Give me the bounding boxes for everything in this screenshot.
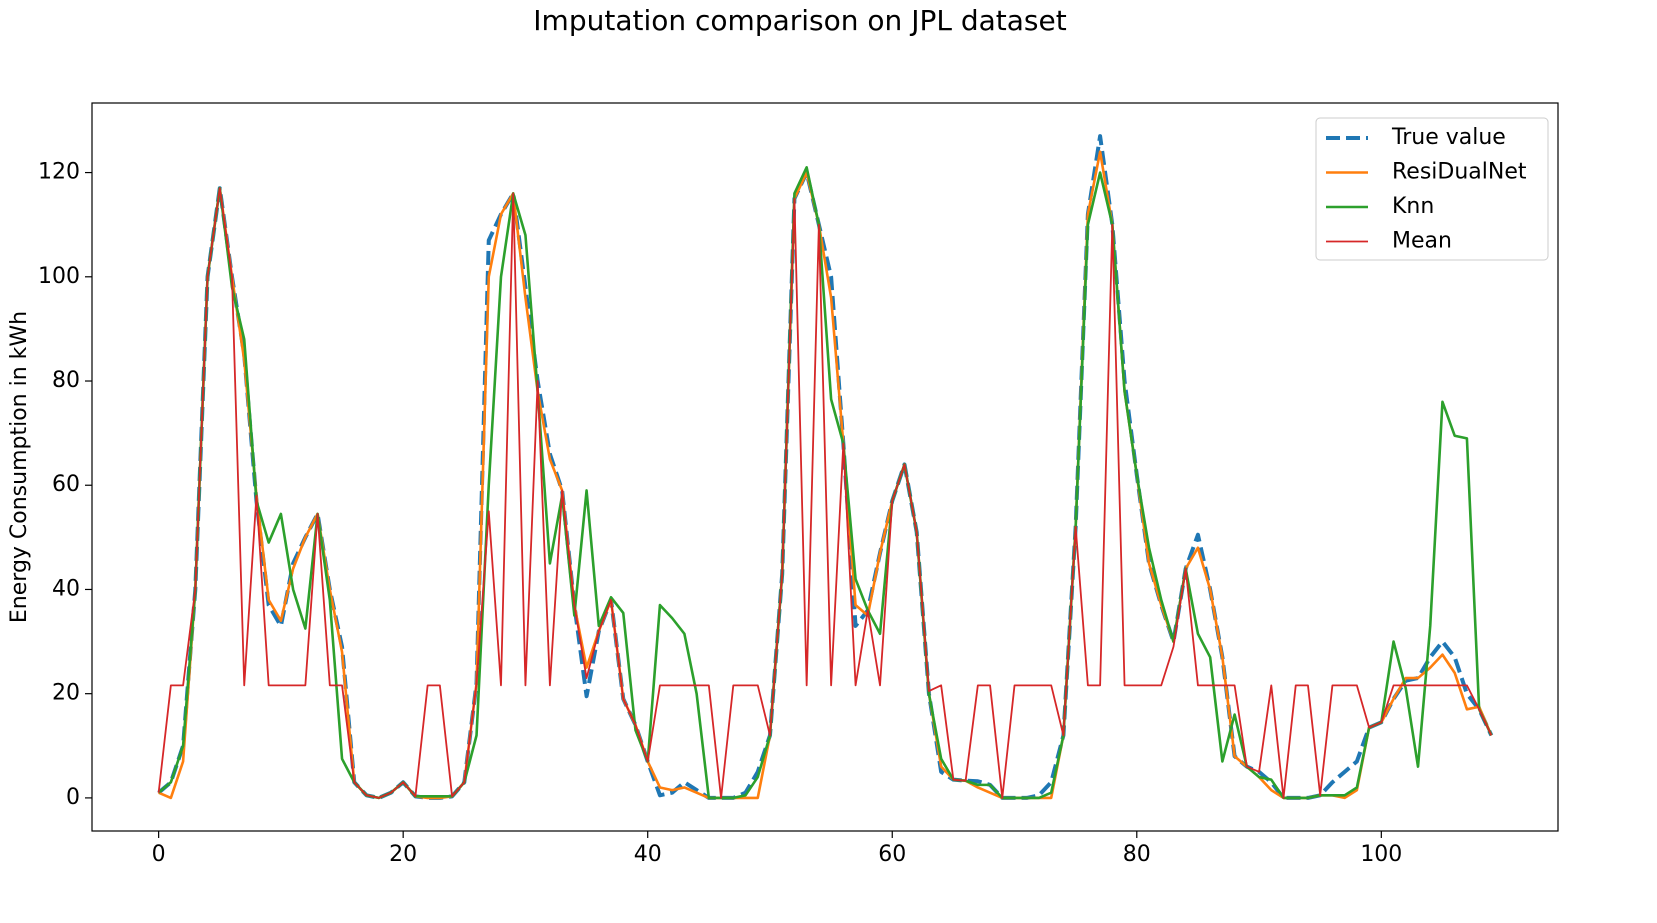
legend-label: Knn [1392,194,1434,219]
y-tick-label: 120 [38,160,80,185]
plot-frame [91,102,1559,832]
legend-label: True value [1391,125,1506,150]
y-tick-label: 0 [66,785,80,810]
legend-label: Mean [1392,229,1452,254]
x-tick-label: 20 [389,842,417,867]
legend-label: ResiDualNet [1392,160,1527,185]
x-tick-label: 40 [634,842,662,867]
x-tick-label: 60 [878,842,906,867]
y-tick-label: 60 [52,472,80,497]
x-tick-label: 80 [1123,842,1151,867]
y-tick-label: 20 [52,681,80,706]
y-tick-label: 40 [52,576,80,601]
series-line [157,187,1493,799]
legend-box [1315,117,1549,261]
x-tick-label: 0 [152,842,166,867]
x-tick-label: 100 [1360,842,1402,867]
y-tick-label: 100 [38,264,80,289]
plot-area [157,134,1494,800]
y-axis-label: Energy Consumption in kWh [7,311,32,623]
chart-title: Imputation comparison on JPL dataset [533,4,1066,37]
y-tick-label: 80 [52,368,80,393]
